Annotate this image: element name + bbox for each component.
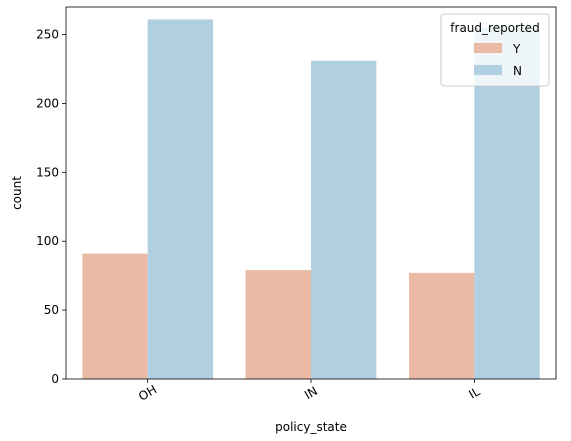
legend-label-Y: Y bbox=[512, 42, 521, 56]
y-tick-label: 50 bbox=[44, 303, 59, 317]
y-tick-label: 250 bbox=[36, 28, 59, 42]
x-axis-label: policy_state bbox=[275, 420, 347, 434]
y-tick-label: 0 bbox=[51, 372, 59, 386]
legend: fraud_reported YN bbox=[440, 13, 550, 87]
y-tick-label: 100 bbox=[36, 234, 59, 248]
bar-Y-OH bbox=[82, 253, 148, 379]
bar-Y-IN bbox=[245, 270, 311, 379]
y-tick-label: 150 bbox=[36, 165, 59, 179]
bars-layer bbox=[82, 19, 540, 380]
legend-label-N: N bbox=[513, 64, 522, 78]
x-axis: OH IN IL bbox=[136, 379, 483, 404]
y-tick-label: 200 bbox=[36, 96, 59, 110]
x-tick-label: IL bbox=[466, 384, 482, 401]
x-tick-label: IN bbox=[302, 384, 320, 402]
legend-title: fraud_reported bbox=[450, 21, 539, 35]
bar-N-OH bbox=[147, 19, 213, 380]
x-tick-label: OH bbox=[136, 382, 159, 403]
bar-N-IN bbox=[311, 60, 377, 379]
y-axis: 0 50 100 150 200 250 bbox=[36, 28, 66, 386]
legend-items: YN bbox=[474, 42, 522, 78]
bar-Y-IL bbox=[409, 272, 475, 379]
y-axis-label: count bbox=[10, 176, 24, 210]
legend-swatch-N bbox=[474, 65, 502, 75]
legend-swatch-Y bbox=[474, 43, 502, 53]
